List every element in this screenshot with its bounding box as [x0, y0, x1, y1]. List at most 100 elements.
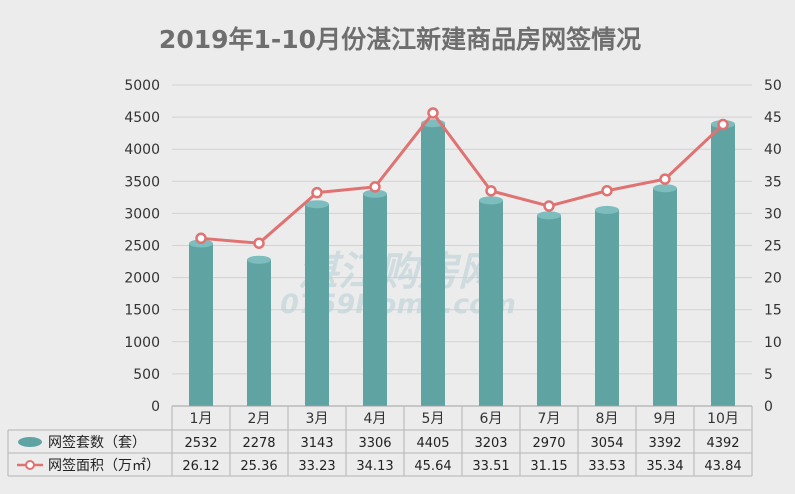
table-cell-line-value: 33.53 — [588, 459, 625, 474]
x-tick-label: 7月 — [538, 411, 561, 427]
bar-body — [653, 188, 677, 406]
bar-cap — [537, 211, 561, 220]
table-cell-bar-value: 3306 — [358, 436, 391, 451]
table-cell-bar-value: 2278 — [242, 436, 275, 451]
bar-body — [305, 204, 329, 406]
y-left-tick-label: 4500 — [124, 110, 160, 126]
table-cell-bar-value: 3143 — [300, 436, 333, 451]
bar — [653, 184, 677, 406]
line-point — [543, 200, 555, 212]
table-cell-bar-value: 3054 — [590, 436, 623, 451]
y-right-tick-label: 0 — [764, 399, 773, 415]
table-cell-bar-value: 2532 — [184, 436, 217, 451]
bar-cap — [247, 255, 271, 264]
line-point — [659, 173, 671, 185]
line-point — [485, 185, 497, 197]
y-right-tick-label: 25 — [764, 239, 782, 255]
y-left-tick-label: 0 — [151, 399, 160, 415]
y-right-tick-label: 30 — [764, 206, 782, 222]
bar — [537, 211, 561, 406]
y-left-tick-label: 3500 — [124, 174, 160, 190]
table-cell-line-value: 25.36 — [240, 459, 277, 474]
table-cell-bar-value: 3203 — [474, 436, 507, 451]
x-tick-label: 5月 — [422, 411, 445, 427]
y-axis-left: 0 500 1000 1500 2000 2500 3000 3500 4000 4500 5000 — [124, 78, 160, 415]
bar — [595, 205, 619, 406]
bar — [421, 119, 445, 406]
table-cell-line-value: 34.13 — [356, 459, 393, 474]
legend-bar-label: 网签套数（套） — [48, 434, 146, 451]
bar-cap — [653, 184, 677, 193]
bar — [711, 120, 735, 406]
table-cell-line-value: 33.51 — [472, 459, 509, 474]
table-cell-line-value: 31.15 — [530, 459, 567, 474]
y-right-tick-label: 50 — [764, 78, 782, 94]
x-tick-label: 9月 — [654, 411, 677, 427]
y-right-tick-label: 10 — [764, 335, 782, 351]
x-tick-label: 1月 — [190, 411, 213, 427]
line-series — [195, 107, 729, 249]
x-tick-label: 3月 — [306, 411, 329, 427]
chart-title: 2019年1-10月份湛江新建商品房网签情况 — [159, 25, 641, 54]
y-left-tick-label: 5000 — [124, 78, 160, 94]
bar — [247, 255, 271, 406]
line-point — [195, 232, 207, 245]
y-right-tick-label: 45 — [764, 110, 782, 126]
y-right-tick-label: 20 — [764, 271, 782, 287]
y-right-tick-label: 40 — [764, 142, 782, 158]
x-tick-label: 2月 — [248, 411, 271, 427]
table-cell-bar-value: 3392 — [648, 436, 681, 451]
x-tick-label: 4月 — [364, 411, 387, 427]
y-left-tick-label: 3000 — [124, 206, 160, 222]
table-cell-line-value: 45.64 — [414, 459, 451, 474]
line-point — [601, 184, 613, 197]
bar-cap — [363, 189, 387, 198]
legend-line-label: 网签面积（万㎡） — [48, 457, 160, 474]
table-cell-bar-value: 4405 — [416, 436, 449, 451]
table-cell-line-value: 43.84 — [704, 459, 741, 474]
line-point — [311, 186, 323, 199]
bar — [363, 189, 387, 406]
bar-body — [363, 193, 387, 406]
table-cell-line-value: 26.12 — [182, 459, 219, 474]
y-left-tick-label: 2000 — [124, 271, 160, 287]
bar-body — [537, 215, 561, 406]
bar-body — [711, 124, 735, 406]
bar-cap — [305, 200, 329, 209]
bar-body — [421, 123, 445, 406]
line-point — [369, 181, 381, 193]
x-tick-label: 6月 — [480, 411, 503, 427]
bar-cap — [479, 196, 503, 205]
bar-body — [247, 259, 271, 406]
bar-body — [189, 243, 213, 406]
y-left-tick-label: 1500 — [124, 303, 160, 319]
bar-cap — [595, 205, 619, 214]
line-point — [717, 118, 729, 131]
bar-body — [479, 200, 503, 406]
y-left-tick-label: 2500 — [124, 239, 160, 255]
line-path — [200, 111, 725, 245]
watermark-line1: 湛江购房网 — [298, 249, 504, 295]
legend-bar-marker — [18, 437, 42, 447]
bar — [189, 239, 213, 406]
bar-body — [595, 209, 619, 406]
line-point — [427, 107, 439, 119]
y-right-tick-label: 5 — [764, 367, 773, 383]
legend-line-point — [25, 460, 35, 470]
y-left-tick-label: 4000 — [124, 142, 160, 158]
y-left-tick-label: 1000 — [124, 335, 160, 351]
x-tick-label: 10月 — [707, 411, 739, 427]
line-point — [253, 237, 265, 249]
table-cell-line-value: 33.23 — [298, 459, 335, 474]
bar — [305, 200, 329, 406]
y-right-tick-label: 35 — [764, 174, 782, 190]
bar — [479, 196, 503, 406]
y-axis-right: 0 5 10 15 20 25 30 35 40 45 50 — [764, 78, 782, 415]
y-right-tick-label: 15 — [764, 303, 782, 319]
table-cell-bar-value: 2970 — [532, 436, 565, 451]
data-table: 1月 2月 3月 4月 5月 6月 7月 8月 9月 10月 2532 2278 3143 3306 440… — [7, 405, 753, 477]
x-tick-label: 8月 — [596, 411, 619, 427]
table-cell-line-value: 35.34 — [646, 459, 683, 474]
